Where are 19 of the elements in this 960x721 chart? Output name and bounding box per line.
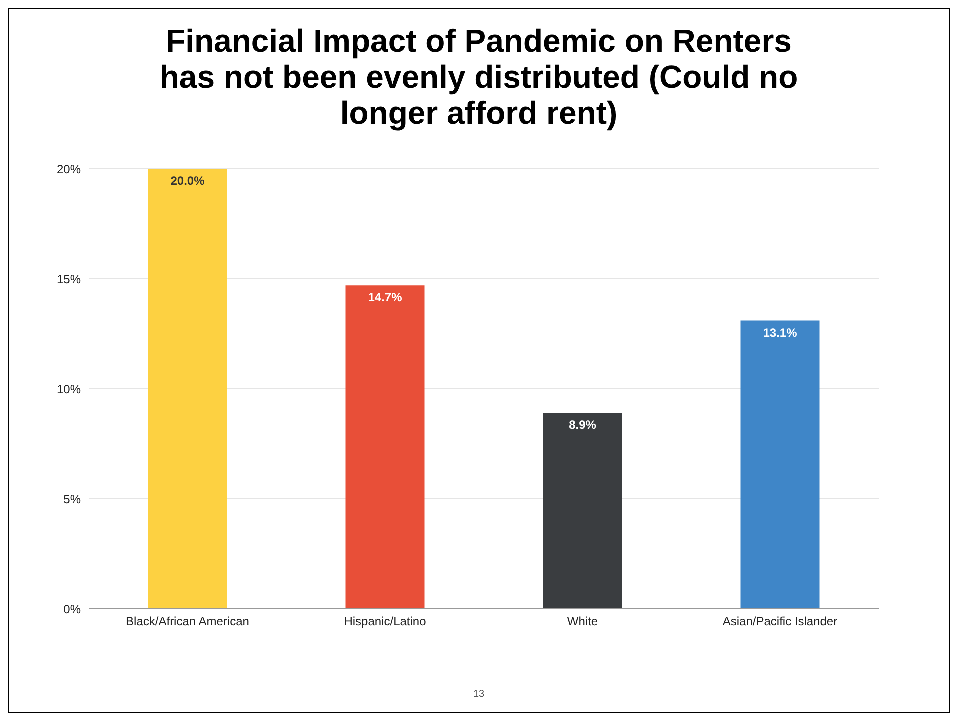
data-label: 14.7%: [368, 290, 403, 305]
y-tick-label: 20%: [56, 162, 82, 176]
data-label: 8.9%: [569, 418, 597, 432]
y-tick-label: 5%: [64, 492, 82, 506]
x-tick-label: Hispanic/Latino: [344, 614, 427, 629]
bar: [148, 169, 228, 609]
x-tick-label: Black/African American: [126, 614, 250, 629]
bar: [346, 286, 425, 609]
y-tick-label: 0%: [64, 602, 82, 616]
chart-title: Financial Impact of Pandemic on Renters has not been evenly distributed (Could no longer afford rent): [158, 23, 800, 131]
bar: [543, 413, 622, 609]
x-tick-label: White: [567, 614, 598, 629]
data-label: 13.1%: [763, 326, 798, 340]
y-tick-label: 10%: [56, 382, 82, 396]
x-tick-label: Asian/Pacific Islander: [722, 614, 838, 629]
data-label: 20.0%: [170, 174, 206, 188]
text: 13: [472, 689, 486, 700]
bar: [740, 320, 820, 609]
y-tick-label: 15%: [56, 272, 82, 286]
